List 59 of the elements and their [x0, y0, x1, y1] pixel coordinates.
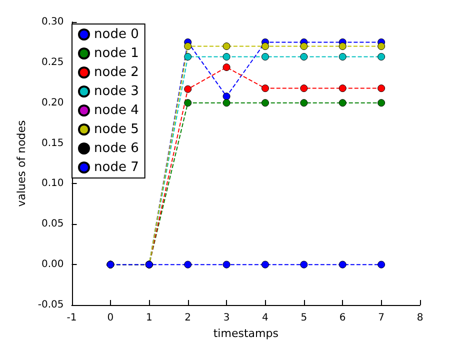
point	[300, 260, 308, 268]
point	[222, 99, 230, 107]
point	[222, 64, 230, 72]
point	[300, 84, 308, 92]
x-tick-label: 7	[378, 312, 384, 324]
x-tick-label: 5	[300, 312, 308, 324]
x-tick-label: 1	[146, 312, 152, 324]
y-tick-label: 0.15	[42, 138, 64, 149]
point	[338, 84, 346, 92]
point	[338, 42, 346, 50]
y-axis-title: values of nodes	[15, 120, 28, 207]
y-tick-label: 0.10	[42, 178, 64, 190]
point	[222, 53, 230, 61]
point	[184, 260, 192, 268]
point	[184, 42, 192, 50]
point	[300, 53, 308, 61]
point	[184, 53, 192, 61]
point	[338, 260, 346, 268]
x-tick-label: 3	[223, 312, 230, 324]
legend-label: node 4	[94, 103, 139, 118]
x-tick-label: 6	[339, 312, 346, 324]
x-tick-label: -1	[66, 312, 77, 324]
y-tick-label: 0.25	[42, 56, 64, 68]
point	[261, 260, 269, 268]
point	[378, 42, 386, 50]
legend-label: node 3	[94, 84, 139, 99]
point	[378, 84, 386, 92]
point	[378, 53, 386, 61]
legend-label: node 5	[94, 122, 139, 137]
x-tick-label: 0	[107, 312, 114, 324]
y-tick-label: 0.05	[42, 218, 64, 230]
point	[222, 92, 230, 100]
point	[261, 53, 269, 61]
point	[222, 42, 230, 50]
point	[261, 84, 269, 92]
point	[378, 260, 386, 268]
x-axis-title: timestamps	[213, 326, 279, 340]
point	[184, 99, 192, 107]
point	[261, 42, 269, 50]
legend-label: node 6	[94, 141, 139, 156]
point	[300, 99, 308, 107]
y-tick-label: -0.05	[38, 300, 64, 310]
legend-label: node 7	[94, 160, 139, 175]
point	[338, 99, 346, 107]
y-tick-label: 0.00	[42, 259, 64, 270]
legend-label: node 1	[94, 46, 139, 61]
point	[300, 42, 308, 50]
legend-label: node 0	[94, 27, 139, 42]
point	[184, 85, 192, 93]
y-tick-label: 0.30	[42, 16, 64, 28]
x-tick-label: 2	[184, 312, 192, 324]
point	[338, 53, 346, 61]
y-tick-label: 0.20	[42, 97, 64, 108]
x-tick-label: 4	[262, 312, 268, 324]
point	[378, 99, 386, 107]
x-tick-label: 8	[416, 312, 424, 324]
point	[222, 260, 230, 268]
point	[261, 99, 269, 107]
legend-label: node 2	[94, 65, 139, 80]
